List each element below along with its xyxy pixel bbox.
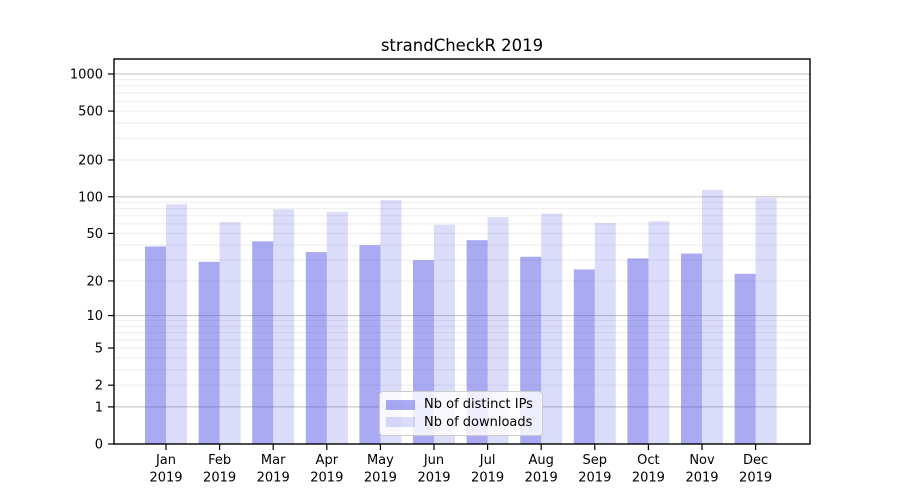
x-tick-label: May 2019 bbox=[364, 453, 397, 486]
bar-distinct-ips-may bbox=[359, 245, 381, 444]
bar-downloads-may bbox=[380, 200, 402, 444]
bar-downloads-dec bbox=[755, 197, 777, 444]
bar-downloads-apr bbox=[326, 212, 348, 444]
x-tick-label: Feb 2019 bbox=[203, 453, 236, 486]
x-tick-label: Sep 2019 bbox=[578, 453, 611, 486]
legend-label-downloads: Nb of downloads bbox=[424, 414, 533, 430]
bar-distinct-ips-dec bbox=[734, 273, 756, 444]
legend-label-distinct-ips: Nb of distinct IPs bbox=[424, 397, 533, 413]
x-tick-label: Apr 2019 bbox=[310, 453, 343, 486]
x-tick-label: Dec 2019 bbox=[739, 453, 772, 486]
x-tick-label: Oct 2019 bbox=[632, 453, 665, 486]
plot-border bbox=[113, 58, 811, 445]
bar-distinct-ips-oct bbox=[627, 258, 649, 444]
x-tick-label: Aug 2019 bbox=[525, 453, 558, 486]
y-tick-label: 1000 bbox=[70, 68, 103, 83]
bar-downloads-sep bbox=[594, 222, 616, 444]
bar-downloads-mar bbox=[273, 209, 295, 444]
bar-downloads-jun bbox=[434, 224, 455, 444]
bar-distinct-ips-jan bbox=[145, 246, 166, 444]
y-tick-label: 20 bbox=[86, 274, 103, 289]
legend-swatch-downloads bbox=[386, 417, 415, 428]
bar-distinct-ips-nov bbox=[681, 253, 702, 444]
x-tick-label: Jan 2019 bbox=[149, 453, 182, 486]
y-tick-label: 0 bbox=[95, 438, 103, 453]
y-tick-label: 500 bbox=[78, 105, 103, 120]
legend: Nb of distinct IPs Nb of downloads bbox=[379, 391, 543, 436]
bar-downloads-feb bbox=[219, 222, 241, 444]
x-tick-label: Mar 2019 bbox=[257, 453, 290, 486]
legend-item-distinct-ips: Nb of distinct IPs bbox=[386, 396, 535, 414]
y-tick-label: 200 bbox=[78, 153, 103, 168]
y-tick-label: 50 bbox=[86, 227, 103, 242]
y-tick-label: 5 bbox=[95, 342, 103, 357]
y-tick-label: 10 bbox=[86, 309, 103, 324]
bar-downloads-oct bbox=[648, 221, 670, 444]
bar-distinct-ips-apr bbox=[305, 252, 327, 444]
bar-downloads-jan bbox=[166, 204, 187, 444]
x-tick-label: Jul 2019 bbox=[471, 453, 504, 486]
y-tick-label: 2 bbox=[95, 379, 103, 394]
y-tick-label: 1 bbox=[95, 400, 103, 415]
legend-item-downloads: Nb of downloads bbox=[386, 414, 535, 432]
bar-distinct-ips-sep bbox=[573, 269, 595, 444]
y-tick-label: 100 bbox=[78, 190, 103, 205]
bar-distinct-ips-feb bbox=[198, 261, 220, 444]
bar-downloads-nov bbox=[702, 189, 723, 444]
bar-distinct-ips-mar bbox=[252, 241, 274, 444]
chart-title: strandCheckR 2019 bbox=[380, 36, 544, 55]
x-tick-label: Nov 2019 bbox=[685, 453, 718, 486]
x-tick-label: Jun 2019 bbox=[417, 453, 450, 486]
legend-swatch-distinct-ips bbox=[386, 399, 415, 410]
bar-downloads-aug bbox=[541, 213, 563, 444]
bar-downloads-jul bbox=[487, 217, 509, 444]
